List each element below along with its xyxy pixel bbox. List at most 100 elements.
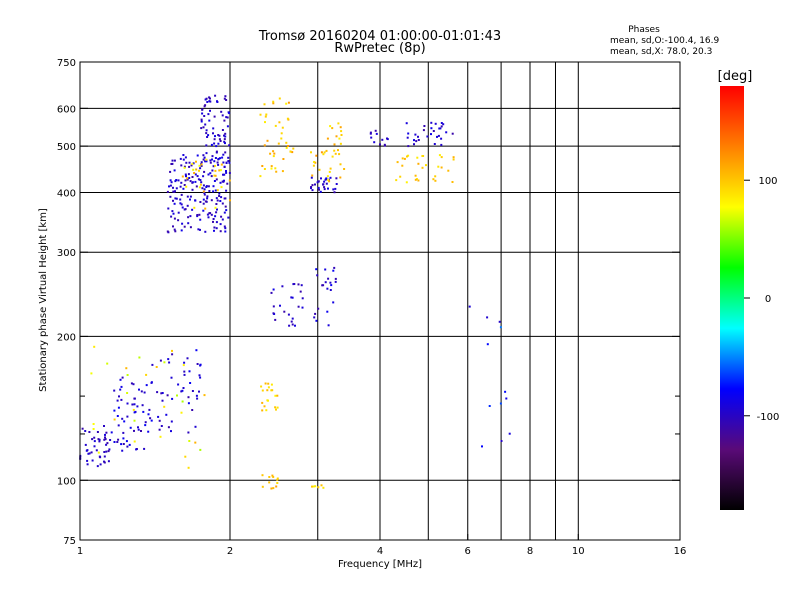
data-point [417, 162, 420, 165]
data-point [158, 428, 161, 431]
data-point [209, 100, 212, 103]
data-point [185, 161, 188, 164]
data-point [137, 426, 139, 429]
data-point [440, 156, 443, 159]
data-point [326, 287, 329, 290]
data-point [285, 102, 288, 105]
data-point [276, 477, 279, 480]
data-point [174, 180, 177, 183]
data-point [133, 403, 136, 406]
data-point [272, 102, 275, 105]
data-point [339, 163, 342, 166]
data-point [196, 363, 199, 365]
data-point [430, 121, 433, 124]
data-point [109, 439, 112, 441]
grid [80, 62, 680, 540]
data-point [202, 202, 205, 205]
data-point [220, 215, 223, 218]
data-point [265, 409, 268, 412]
data-point [317, 180, 320, 183]
data-point [117, 406, 120, 409]
data-point [214, 157, 217, 159]
data-point [290, 320, 293, 323]
data-point [120, 398, 123, 401]
data-point [294, 324, 296, 327]
data-point [203, 156, 206, 159]
data-point [116, 415, 119, 417]
data-point [217, 163, 220, 166]
data-point [213, 180, 216, 182]
data-point [136, 405, 139, 408]
data-point [270, 165, 273, 168]
data-point [499, 326, 502, 329]
data-point [213, 115, 216, 118]
x-tick-label: 6 [465, 546, 471, 557]
data-point [221, 114, 224, 117]
data-point [211, 155, 214, 158]
data-point [325, 149, 328, 152]
data-point [212, 190, 215, 193]
data-point [186, 195, 189, 198]
data-point [276, 394, 279, 397]
data-point [223, 225, 226, 228]
data-point [104, 433, 106, 436]
data-point [103, 425, 105, 427]
data-point [212, 165, 215, 168]
data-point [452, 156, 455, 159]
data-point [133, 440, 136, 443]
data-point [270, 383, 273, 386]
data-point [213, 138, 216, 141]
data-point [334, 280, 337, 283]
data-point [207, 113, 210, 116]
data-point [196, 154, 199, 157]
data-point [199, 364, 202, 367]
data-point [215, 197, 218, 200]
data-point [198, 213, 201, 216]
data-point [328, 170, 331, 173]
data-point [138, 356, 141, 359]
data-point [413, 143, 415, 146]
data-point [224, 227, 227, 230]
data-point [199, 179, 202, 181]
data-point [415, 140, 418, 143]
data-point [206, 197, 209, 200]
data-point [270, 487, 273, 490]
data-point [422, 129, 425, 132]
data-point [322, 183, 325, 186]
data-point [451, 181, 454, 183]
data-point [176, 394, 178, 397]
data-point [325, 182, 328, 185]
data-point [310, 176, 313, 179]
data-point [95, 449, 98, 452]
data-point [263, 144, 266, 147]
data-point [202, 184, 205, 187]
data-point [223, 119, 226, 122]
data-point [119, 388, 122, 391]
data-point [228, 179, 231, 182]
data-point [198, 390, 200, 393]
data-point [188, 440, 191, 442]
data-point [331, 127, 334, 130]
data-point [285, 146, 288, 149]
data-point [170, 420, 173, 423]
data-point [337, 122, 340, 125]
y-tick-label: 300 [57, 248, 76, 259]
data-point [279, 304, 281, 307]
data-point [440, 143, 443, 146]
data-point [220, 110, 223, 113]
data-point [189, 215, 192, 218]
data-point [228, 172, 231, 174]
data-point [224, 132, 227, 135]
data-point [198, 374, 201, 377]
data-point [414, 174, 417, 177]
data-point [126, 374, 129, 376]
data-point [268, 481, 271, 484]
data-point [184, 208, 187, 211]
data-point [369, 131, 372, 134]
data-point [274, 318, 277, 321]
data-point [417, 135, 419, 138]
data-point [206, 136, 209, 138]
data-point [340, 134, 343, 136]
data-point [171, 349, 173, 352]
data-point [173, 202, 176, 205]
